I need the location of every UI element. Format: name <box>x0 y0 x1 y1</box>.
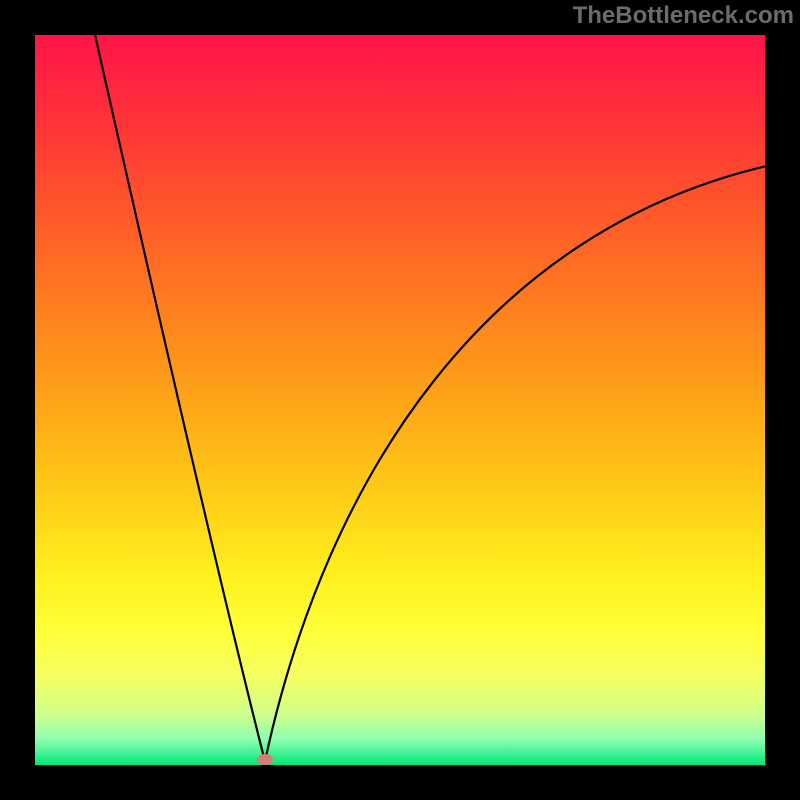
gradient-background <box>35 35 765 765</box>
curve-svg <box>35 35 765 765</box>
plot-area <box>35 35 765 765</box>
vertex-marker <box>257 754 273 765</box>
watermark-text: TheBottleneck.com <box>573 2 794 30</box>
